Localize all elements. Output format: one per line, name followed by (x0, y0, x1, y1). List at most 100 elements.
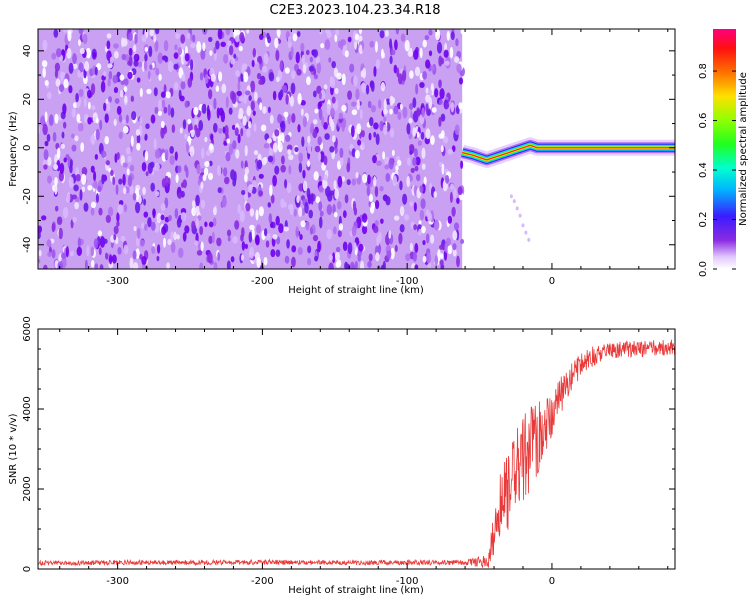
heatmap-noise-cell (247, 184, 253, 193)
heatmap-noise-cell (384, 164, 390, 170)
heatmap-noise-cell (68, 85, 73, 94)
heatmap-noise-cell (111, 254, 117, 264)
heatmap-noise-cell (397, 159, 402, 167)
heatmap-noise-cell (80, 142, 85, 152)
heatmap-noise-cell (309, 126, 314, 134)
heatmap-noise-cell (333, 211, 338, 218)
heatmap-noise-cell (349, 261, 355, 269)
heatmap-noise-cell (161, 99, 166, 109)
heatmap-noise-cell (65, 245, 69, 258)
heatmap-noise-cell (124, 95, 128, 104)
heatmap-noise-cell (294, 146, 299, 152)
heatmap-noise-cell (315, 55, 321, 64)
heatmap-noise-cell (173, 52, 179, 59)
heatmap-noise-cell (341, 120, 345, 132)
heatmap-noise-cell (130, 95, 135, 102)
heatmap-noise-cell (397, 111, 402, 120)
heatmap-noise-cell (177, 47, 183, 55)
heatmap-noise-cell (358, 35, 363, 42)
heatmap-noise-cell (322, 179, 328, 189)
heatmap-noise-cell (173, 231, 177, 241)
heatmap-noise-cell (290, 46, 294, 58)
heatmap-noise-cell (106, 102, 111, 112)
heatmap-noise-cell (243, 71, 249, 83)
heatmap-noise-cell (438, 55, 443, 67)
heatmap-noise-cell (175, 234, 180, 240)
heatmap-noise-cell (258, 79, 264, 85)
heatmap-noise-cell (232, 236, 238, 244)
heatmap-noise-cell (450, 183, 455, 190)
heatmap-noise-cell (337, 230, 342, 238)
heatmap-noise-cell (180, 34, 186, 44)
heatmap-noise-cell (122, 38, 128, 47)
heatmap-noise-cell (218, 71, 223, 82)
heatmap-noise-cell (197, 178, 201, 186)
heatmap-noise-cell (299, 233, 303, 240)
heatmap-noise-cell (78, 122, 84, 132)
heatmap-noise-cell (47, 175, 52, 184)
heatmap-noise-cell (235, 70, 240, 77)
heatmap-noise-cell (398, 232, 403, 245)
heatmap-noise-cell (225, 151, 231, 162)
heatmap-noise-cell (262, 106, 267, 114)
heatmap-noise-cell (107, 78, 111, 87)
heatmap-noise-cell (130, 135, 134, 147)
heatmap-noise-cell (268, 213, 273, 224)
heatmap-noise-cell (283, 111, 289, 118)
heatmap-noise-cell (258, 190, 264, 197)
heatmap-noise-cell (384, 30, 389, 37)
heatmap-noise-cell (139, 116, 143, 124)
heatmap-noise-cell (46, 239, 52, 248)
heatmap-noise-cell (409, 149, 413, 156)
heatmap-noise-cell (127, 155, 132, 163)
heatmap-noise-cell (240, 72, 245, 82)
heatmap-noise-cell (114, 98, 120, 104)
heatmap-noise-cell (376, 235, 380, 247)
heatmap-noise-cell (452, 249, 457, 257)
heatmap-noise-cell (105, 214, 111, 224)
heatmap-noise-cell (412, 127, 417, 138)
heatmap-noise-cell (333, 180, 337, 190)
heatmap-noise-cell (283, 201, 287, 208)
heatmap-noise-cell (440, 145, 444, 153)
heatmap-noise-cell (457, 186, 463, 196)
heatmap-noise-cell (360, 260, 365, 269)
heatmap-noise-cell (84, 60, 90, 72)
heatmap-noise-cell (351, 148, 356, 158)
heatmap-noise-cell (248, 231, 253, 243)
heatmap-noise-cell (280, 155, 285, 165)
heatmap-noise-cell (298, 152, 304, 163)
heatmap-noise-cell (379, 120, 384, 132)
snr-panel: -300 -200 -100 0 0 2000 4000 6000 Height of st… (8, 316, 676, 596)
heatmap-noise-cell (71, 108, 76, 118)
heatmap-noise-cell (419, 209, 425, 221)
heatmap-noise-cell (418, 228, 422, 236)
heatmap-noise-cell (267, 202, 272, 208)
heatmap-noise-cell (413, 224, 418, 231)
heatmap-noise-cell (200, 241, 204, 252)
x-tick-label: 0 (549, 276, 555, 287)
heatmap-noise-cell (125, 114, 129, 124)
heatmap-noise-cell (315, 196, 321, 204)
heatmap-noise-cell (141, 256, 147, 265)
heatmap-y-axis: -40 -20 0 20 40 (22, 44, 675, 270)
heatmap-noise-cell (380, 218, 384, 224)
heatmap-noise-cell (149, 64, 153, 70)
heatmap-noise-cell (47, 156, 52, 167)
heatmap-noise-cell (66, 47, 72, 59)
heatmap-noise-cell (133, 225, 137, 232)
heatmap-noise-cell (443, 49, 449, 58)
heatmap-noise-cell (167, 60, 174, 73)
heatmap-noise-cell (184, 133, 188, 140)
heatmap-noise-cell (154, 41, 159, 52)
heatmap-noise-cell (148, 45, 153, 58)
heatmap-noise-cell (445, 237, 452, 247)
heatmap-noise-cell (406, 175, 411, 188)
heatmap-noise-cell (208, 89, 213, 100)
heatmap-noise-cell (346, 179, 351, 186)
heatmap-noise-cell (317, 136, 322, 146)
heatmap-noise-cell (291, 245, 297, 253)
heatmap-noise-cell (41, 60, 48, 68)
heatmap-noise-cell (360, 70, 364, 78)
